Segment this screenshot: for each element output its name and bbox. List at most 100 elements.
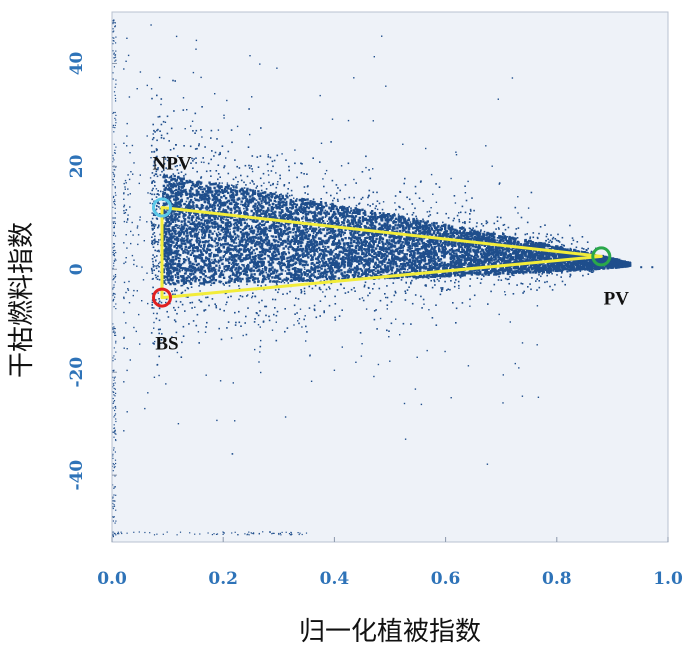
scatter-point-3395 (218, 266, 221, 269)
scatter-point-3573 (196, 232, 199, 236)
scatter-point-3110 (374, 240, 377, 243)
scatter-point-4136 (488, 234, 491, 237)
scatter-point-4440 (341, 251, 345, 254)
scatter-point-3568 (399, 263, 403, 266)
scatter-point-4665 (166, 184, 169, 187)
scatter-point-3983 (217, 269, 220, 272)
scatter-point-4754 (295, 239, 298, 242)
scatter-point-4344 (530, 244, 533, 247)
scatter-point-3511 (362, 240, 366, 244)
scatter-point-4731 (366, 232, 370, 235)
scatter-point-3937 (320, 242, 324, 246)
scatter-point-2584 (244, 256, 248, 260)
scatter-point-2533 (335, 256, 338, 259)
scatter-point-1947 (432, 221, 436, 225)
scatter-point-4397 (401, 250, 404, 253)
scatter-point-2376 (226, 211, 229, 214)
scatter-point-2057 (280, 233, 283, 236)
scatter-point-1816 (225, 259, 228, 262)
scatter-point-4631 (442, 242, 445, 245)
scatter-point-1669 (229, 211, 233, 215)
scatter-point-4948 (325, 226, 328, 229)
scatter-point-1008 (261, 258, 264, 261)
scatter-point-3676 (246, 278, 249, 282)
scatter-point-2459 (290, 215, 294, 219)
scatter-point-4607 (311, 279, 314, 282)
scatter-point-3103 (423, 251, 426, 254)
scatter-point-445 (254, 202, 257, 206)
scatter-point-2839 (306, 273, 309, 276)
scatter-point-4394 (440, 250, 443, 254)
scatter-point-499 (414, 264, 417, 267)
scatter-point-4454 (549, 253, 552, 256)
scatter-point-134 (184, 248, 187, 251)
scatter-point-1411 (427, 240, 430, 243)
scatter-point-1563 (279, 198, 283, 201)
scatter-point-4852 (398, 220, 401, 223)
scatter-point-4489 (541, 255, 545, 259)
scatter-point-4860 (337, 270, 341, 273)
scatter-point-4564 (163, 203, 167, 206)
scatter-point-4338 (397, 236, 401, 239)
scatter-point-1168 (193, 268, 196, 271)
scatter-point-2878 (192, 272, 195, 276)
scatter-point-375 (420, 231, 423, 234)
scatter-point-4082 (470, 239, 473, 242)
scatter-point-401 (188, 280, 191, 283)
scatter-point-3987 (432, 232, 436, 235)
scatter-point-2326 (169, 282, 172, 286)
scatter-point-2563 (185, 179, 188, 183)
scatter-point-4271 (481, 268, 484, 271)
scatter-point-3349 (549, 268, 553, 272)
scatter-point-3340 (169, 269, 172, 273)
scatter-point-2471 (555, 269, 558, 272)
scatter-point-4836 (517, 242, 520, 245)
scatter-point-2119 (334, 204, 337, 208)
scatter-point-3896 (271, 202, 275, 206)
scatter-point-4291 (356, 275, 360, 278)
scatter-point-3889 (347, 249, 350, 252)
scatter-point-544 (230, 269, 233, 273)
scatter-point-3332 (172, 268, 176, 272)
scatter-point-4507 (169, 240, 172, 243)
scatter-point-4370 (326, 223, 330, 226)
scatter-point-2494 (412, 269, 415, 272)
scatter-point-2173 (364, 249, 367, 252)
scatter-point-2802 (406, 262, 409, 265)
scatter-point-4717 (454, 244, 457, 247)
scatter-point-4967 (506, 261, 509, 264)
scatter-point-518 (358, 233, 361, 237)
scatter-point-4231 (222, 190, 225, 193)
scatter-point-881 (258, 222, 261, 225)
scatter-point-2988 (240, 192, 243, 195)
scatter-point-1619 (315, 234, 318, 237)
scatter-point-4604 (453, 270, 456, 273)
scatter-point-3567 (294, 261, 297, 265)
scatter-point-4592 (238, 197, 241, 201)
scatter-point-4014 (193, 246, 196, 249)
scatter-point-935 (513, 243, 516, 246)
scatter-point-3909 (243, 232, 246, 236)
scatter-point-4936 (501, 250, 504, 253)
scatter-point-4990 (262, 262, 265, 265)
scatter-point-4389 (257, 237, 260, 240)
scatter-point-3385 (589, 262, 592, 265)
scatter-point-2821 (412, 217, 415, 221)
scatter-point-212 (217, 227, 220, 231)
scatter-point-2284 (504, 242, 507, 245)
scatter-point-3335 (259, 245, 262, 249)
scatter-point-2224 (349, 233, 353, 236)
scatter-point-3317 (181, 230, 184, 234)
scatter-point-3053 (166, 270, 170, 273)
scatter-point-3234 (311, 242, 314, 246)
scatter-point-4275 (233, 278, 236, 282)
scatter-point-882 (279, 217, 283, 220)
scatter-point-1036 (321, 220, 325, 223)
scatter-point-4996 (507, 272, 510, 276)
scatter-point-4416 (499, 263, 502, 266)
scatter-point-4201 (546, 244, 549, 248)
scatter-point-3943 (516, 252, 519, 255)
scatter-point-1310 (360, 241, 363, 245)
scatter-point-3984 (260, 246, 263, 250)
scatter-point-1535 (515, 266, 518, 270)
